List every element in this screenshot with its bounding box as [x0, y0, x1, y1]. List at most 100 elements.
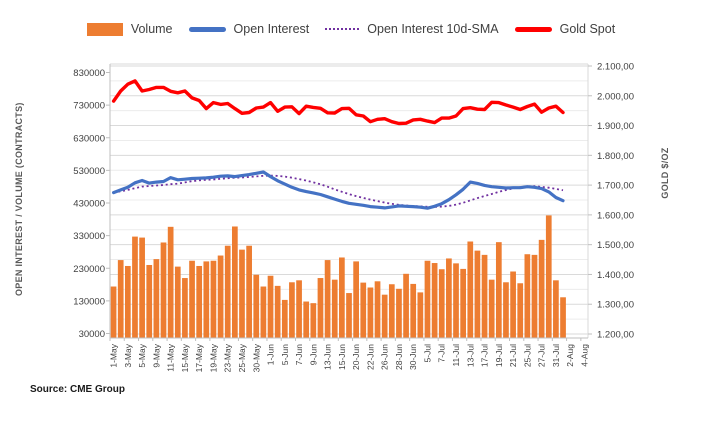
volume-bar: [538, 239, 545, 338]
x-axis-tick-label: 7-Jun: [294, 344, 304, 366]
oi-sma-swatch-icon: [325, 28, 360, 30]
x-axis-tick-label: 5-May: [137, 343, 147, 367]
volume-bar: [203, 261, 210, 338]
volume-bar: [503, 282, 509, 338]
volume-bar: [196, 265, 203, 338]
volume-bar: [367, 287, 374, 338]
volume-bar: [224, 245, 231, 338]
volume-swatch-icon: [86, 22, 123, 36]
volume-bar: [232, 226, 238, 338]
x-axis-tick-label: 23-May: [223, 343, 233, 372]
volume-bar: [339, 257, 345, 338]
volume-bars: [110, 215, 566, 338]
volume-bar: [281, 299, 288, 338]
volume-bar: [124, 265, 131, 338]
gold-spot-swatch-icon: [514, 26, 552, 32]
right-axis-tick-label: 1.200,00: [597, 330, 634, 341]
left-axis-tick-label: 830000: [73, 68, 105, 79]
x-axis-tick-label: 26-Jun: [380, 344, 390, 370]
volume-bar: [331, 279, 338, 338]
volume-bar: [353, 261, 359, 338]
volume-bar: [289, 282, 295, 338]
volume-bar: [210, 260, 217, 338]
left-axis-tick-label: 730000: [73, 101, 105, 112]
volume-bar: [253, 274, 260, 338]
legend: Volume Open Interest Open Interest 10d-S…: [0, 22, 702, 36]
x-axis-tick-label: 5-Jul: [422, 344, 432, 363]
right-axis-tick-label: 1.600,00: [597, 210, 634, 221]
x-axis-tick-label: 13-Jun: [323, 344, 333, 370]
x-axis-tick-label: 30-May: [251, 343, 261, 372]
x-axis-tick-label: 9-Jun: [308, 344, 318, 366]
x-axis-tick-label: 15-May: [180, 343, 190, 372]
x-axis-tick-label: 31-Jul: [551, 344, 561, 367]
x-axis-tick-label: 7-Jul: [437, 344, 447, 363]
open-interest-swatch-icon: [188, 26, 226, 32]
volume-bar: [303, 301, 310, 338]
volume-bar: [460, 268, 467, 338]
volume-bar: [117, 260, 124, 338]
volume-bar: [317, 278, 324, 338]
volume-bar: [296, 280, 302, 338]
left-axis-tick-label: 630000: [73, 133, 105, 144]
x-axis-tick-label: 13-Jul: [465, 344, 475, 367]
x-axis-tick-label: 3-May: [123, 343, 133, 367]
volume-bar: [110, 286, 117, 338]
volume-bar: [531, 254, 538, 338]
gold-spot-line: [111, 79, 565, 126]
x-axis-tick-label: 5-Jun: [280, 344, 290, 366]
x-axis-tick-label: 27-Jul: [537, 344, 547, 367]
legend-item-gold-spot: Gold Spot: [514, 22, 616, 36]
volume-bar: [517, 283, 524, 338]
volume-bar: [310, 303, 317, 338]
legend-label-volume: Volume: [130, 22, 173, 36]
source-note: Source: CME Group: [30, 384, 126, 395]
volume-bar: [160, 242, 167, 338]
x-axis-tick-label: 1-Jun: [266, 344, 276, 366]
x-axis-tick-label: 17-Jul: [480, 344, 490, 367]
legend-item-open-interest: Open Interest: [188, 22, 310, 36]
volume-bar: [553, 280, 559, 338]
left-axis-tick-label: 30000: [79, 329, 105, 340]
volume-bar: [217, 255, 224, 338]
volume-bar: [431, 263, 438, 338]
volume-bar: [182, 278, 188, 338]
left-axis-tick-label: 130000: [73, 296, 105, 307]
x-axis-tick-label: 21-Jul: [508, 344, 518, 367]
x-axis-tick-label: 4-Aug: [579, 344, 589, 367]
volume-bar: [167, 226, 174, 338]
volume-bar: [239, 249, 245, 338]
volume-bar: [560, 297, 566, 338]
volume-bar: [174, 266, 181, 338]
volume-bar: [360, 282, 367, 338]
legend-label-open-interest: Open Interest: [233, 22, 310, 36]
x-axis-tick-label: 30-Jun: [408, 344, 418, 370]
right-axis-tick-label: 1.800,00: [597, 151, 634, 162]
left-axis-tick-label: 230000: [73, 264, 105, 275]
right-axis-tick-label: 1.500,00: [597, 240, 634, 251]
volume-bar: [274, 285, 281, 338]
volume-bar: [246, 245, 252, 338]
volume-bar: [146, 264, 153, 338]
volume-bar: [132, 236, 138, 338]
volume-bar: [417, 292, 424, 338]
volume-bar: [510, 271, 516, 338]
volume-bar: [495, 242, 502, 338]
x-axis-tick-label: 19-May: [208, 343, 218, 372]
volume-bar: [381, 294, 388, 338]
x-axis-tick-label: 25-May: [237, 343, 247, 372]
volume-bar: [453, 263, 459, 338]
legend-label-gold-spot: Gold Spot: [559, 22, 616, 36]
volume-bar: [524, 254, 531, 338]
volume-bar: [474, 250, 481, 338]
x-axis-tick-label: 11-May: [166, 343, 176, 371]
right-axis-tick-label: 2.100,00: [597, 62, 634, 73]
x-axis-tick-label: 22-Jun: [365, 344, 375, 370]
volume-bar: [467, 241, 474, 338]
legend-item-volume: Volume: [86, 22, 173, 36]
volume-bar: [410, 283, 417, 338]
right-axis-tick-label: 2.000,00: [597, 91, 634, 102]
volume-bar: [346, 293, 352, 338]
